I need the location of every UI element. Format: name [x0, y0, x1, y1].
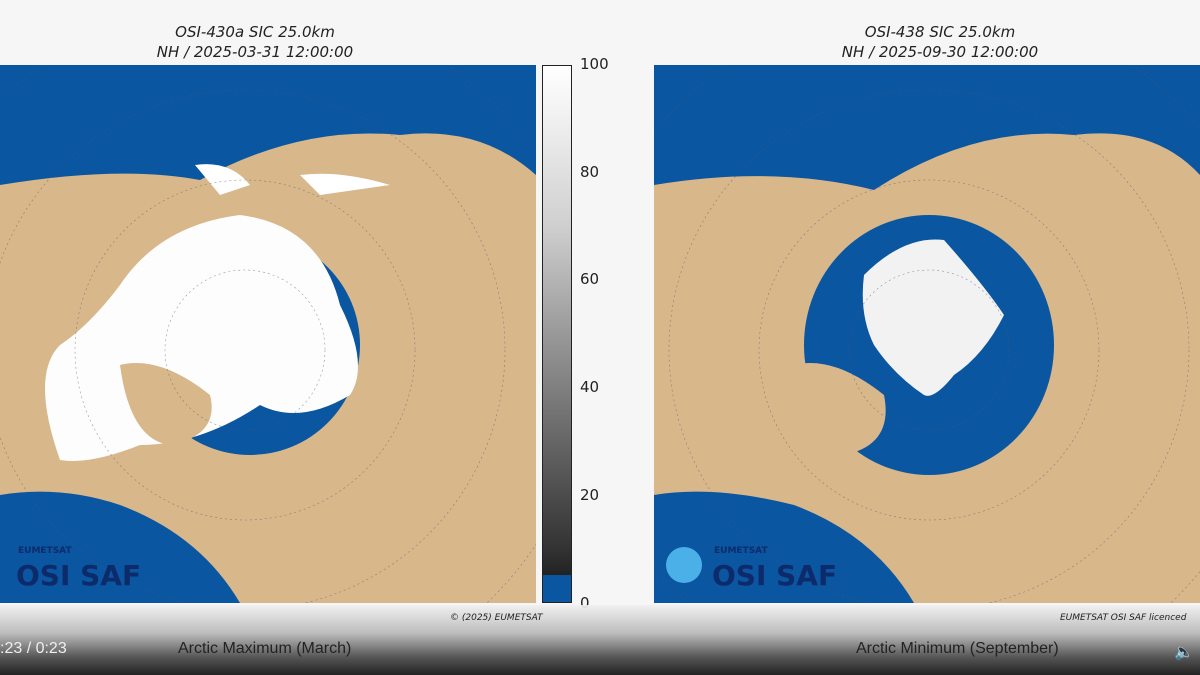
svg-text:EUMETSAT: EUMETSAT — [714, 546, 768, 556]
osi-saf-logo: EUMETSAT OSI SAF — [666, 546, 837, 592]
left-caption: Arctic Maximum (March) — [178, 640, 352, 657]
left-map: EUMETSAT OSI SAF — [0, 65, 536, 603]
svg-text:EUMETSAT: EUMETSAT — [18, 546, 72, 556]
speaker-icon[interactable]: 🔈 — [1174, 642, 1194, 661]
colorbar-tick: 60 — [580, 270, 600, 288]
colorbar-tick: 20 — [580, 486, 600, 504]
colorbar-tick: 100 — [580, 55, 609, 73]
title-line2: NH / 2025-03-31 12:00:00 — [156, 43, 354, 61]
title-line1: OSI-430a SIC 25.0km — [175, 23, 335, 41]
right-credit: EUMETSAT OSI SAF licenced — [1060, 613, 1187, 623]
time-display: :23 / 0:23 — [0, 640, 67, 657]
right-caption: Arctic Minimum (September) — [856, 640, 1059, 657]
right-map: EUMETSAT OSI SAF — [654, 65, 1200, 603]
svg-text:OSI SAF: OSI SAF — [16, 559, 141, 592]
svg-text:OSI SAF: OSI SAF — [712, 559, 837, 592]
video-controls — [0, 605, 1200, 675]
left-credit: © (2025) EUMETSAT — [450, 613, 543, 623]
left-map-title: OSI-430a SIC 25.0km NH / 2025-03-31 12:0… — [100, 22, 410, 62]
colorbar — [542, 65, 572, 603]
colorbar-tick: 80 — [580, 163, 600, 181]
osi-saf-logo: EUMETSAT OSI SAF — [16, 546, 141, 592]
right-map-title: OSI-438 SIC 25.0km NH / 2025-09-30 12:00… — [785, 22, 1095, 62]
title-line2: NH / 2025-09-30 12:00:00 — [841, 43, 1039, 61]
colorbar-tick: 40 — [580, 378, 600, 396]
title-line1: OSI-438 SIC 25.0km — [864, 23, 1016, 41]
colorbar-tick: 0 — [580, 594, 590, 612]
